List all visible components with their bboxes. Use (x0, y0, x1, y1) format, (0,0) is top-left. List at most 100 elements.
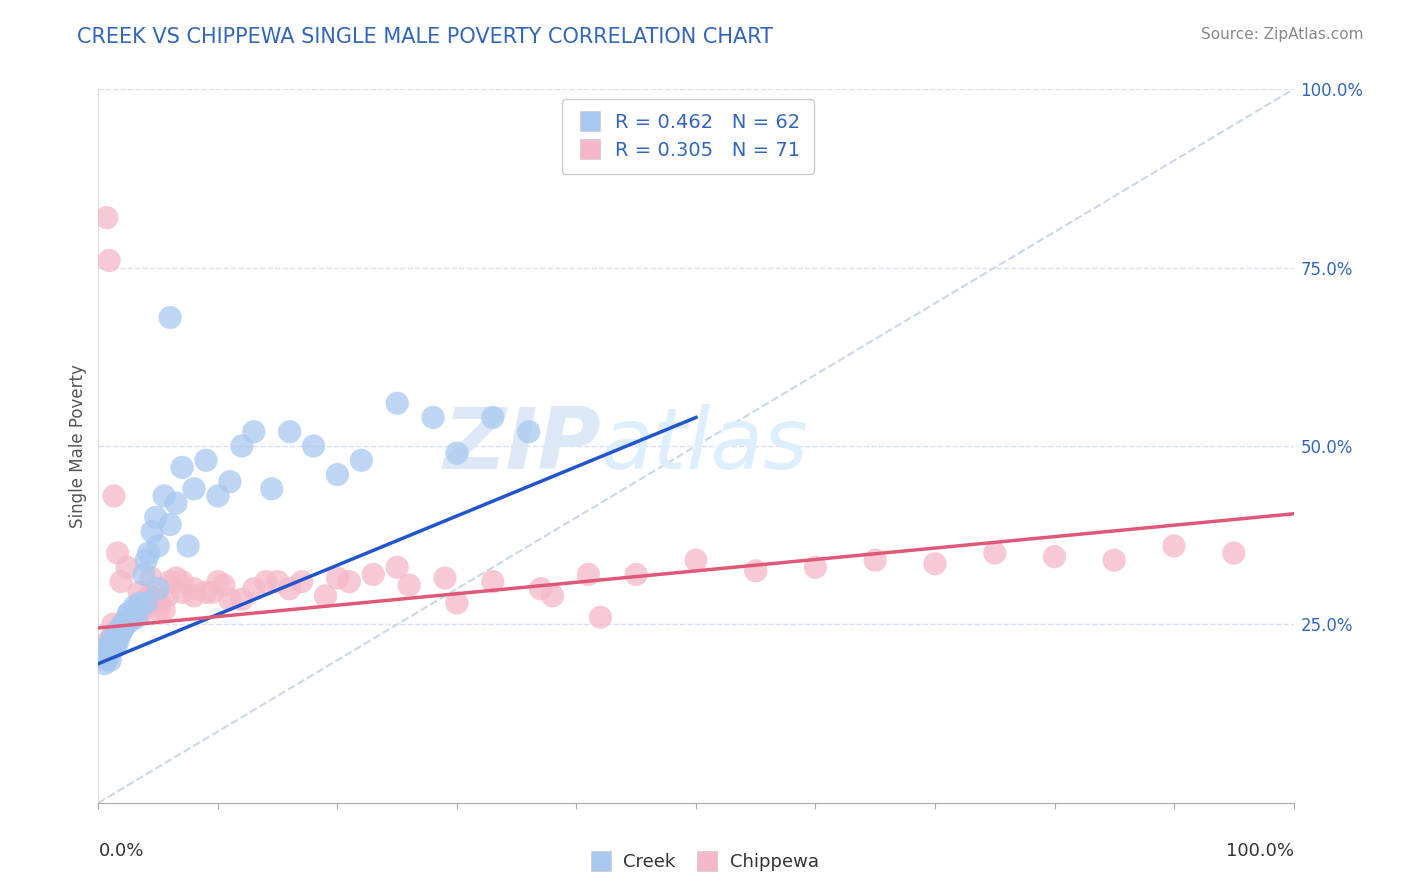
Point (117, 607, 139, 621)
Point (114, 617, 136, 632)
Point (112, 621, 135, 635)
Point (135, 592, 157, 607)
Point (124, 610, 146, 624)
Point (530, 582, 553, 596)
Point (183, 482, 205, 496)
Point (219, 592, 242, 607)
Point (339, 574, 361, 589)
Point (243, 425, 266, 439)
Point (129, 596, 152, 610)
Point (117, 614, 139, 628)
Point (578, 567, 600, 582)
Point (924, 557, 946, 571)
Point (172, 460, 194, 475)
Point (541, 589, 564, 603)
Point (481, 574, 505, 589)
Point (278, 425, 301, 439)
Point (446, 596, 468, 610)
Point (105, 632, 128, 646)
Text: atlas: atlas (600, 404, 808, 488)
Text: Source: ZipAtlas.com: Source: ZipAtlas.com (1201, 27, 1364, 42)
Point (139, 589, 162, 603)
Point (350, 453, 373, 467)
Point (183, 589, 205, 603)
Point (434, 571, 457, 585)
Point (96, 211, 118, 225)
Point (148, 539, 170, 553)
Point (172, 585, 194, 599)
Point (104, 639, 127, 653)
Point (984, 546, 1007, 560)
Point (481, 410, 505, 425)
Point (153, 489, 176, 503)
Point (98, 632, 122, 646)
Point (177, 539, 200, 553)
Point (243, 582, 266, 596)
Point (103, 489, 125, 503)
Point (97, 635, 120, 649)
Point (107, 628, 129, 642)
Point (1104, 553, 1126, 567)
Point (114, 614, 136, 628)
Point (804, 560, 827, 574)
Point (145, 510, 167, 524)
Point (148, 582, 170, 596)
Point (212, 578, 235, 592)
Point (103, 635, 125, 649)
Point (1043, 549, 1066, 564)
Point (96, 653, 118, 667)
Point (97, 649, 120, 664)
Point (385, 560, 409, 574)
Text: ZIP: ZIP (443, 404, 600, 488)
Point (98, 635, 122, 649)
Point (219, 475, 242, 489)
Point (111, 617, 134, 632)
Point (254, 574, 277, 589)
Point (98, 653, 122, 667)
Point (104, 628, 127, 642)
Point (115, 617, 138, 632)
Point (107, 624, 129, 639)
Point (124, 599, 146, 614)
Point (101, 632, 124, 646)
Text: CREEK VS CHIPPEWA SINGLE MALE POVERTY CORRELATION CHART: CREEK VS CHIPPEWA SINGLE MALE POVERTY CO… (77, 27, 773, 46)
Text: 100.0%: 100.0% (1226, 842, 1294, 860)
Y-axis label: Single Male Poverty: Single Male Poverty (69, 364, 87, 528)
Point (422, 410, 444, 425)
Point (385, 396, 409, 410)
Point (446, 446, 468, 460)
Point (315, 589, 337, 603)
Point (101, 642, 124, 657)
Point (1163, 539, 1185, 553)
Legend: R = 0.462   N = 62, R = 0.305   N = 71: R = 0.462 N = 62, R = 0.305 N = 71 (562, 99, 814, 174)
Point (132, 567, 155, 582)
Point (165, 496, 187, 510)
Point (685, 553, 707, 567)
Point (260, 482, 283, 496)
Point (149, 596, 172, 610)
Point (100, 642, 122, 657)
Point (207, 574, 229, 589)
Point (141, 524, 163, 539)
Point (107, 546, 129, 560)
Point (231, 592, 253, 607)
Point (93, 657, 115, 671)
Point (231, 439, 253, 453)
Point (159, 517, 181, 532)
Point (267, 574, 290, 589)
Point (125, 610, 148, 624)
Legend: Creek, Chippewa: Creek, Chippewa (581, 847, 825, 879)
Point (517, 425, 540, 439)
Point (172, 574, 194, 589)
Point (94, 639, 117, 653)
Point (97, 646, 120, 660)
Point (101, 617, 124, 632)
Point (121, 610, 143, 624)
Point (165, 571, 187, 585)
Point (195, 453, 218, 467)
Point (128, 585, 150, 599)
Point (363, 567, 385, 582)
Point (98, 639, 121, 653)
Point (195, 585, 218, 599)
Point (207, 489, 229, 503)
